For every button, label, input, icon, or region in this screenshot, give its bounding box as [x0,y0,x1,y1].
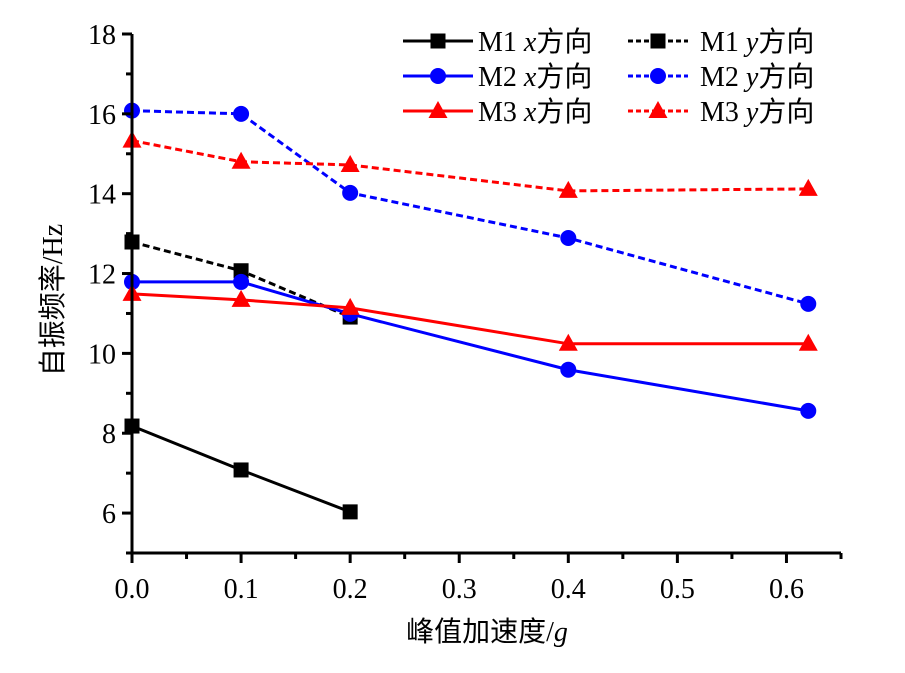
data-point [233,263,249,279]
legend-marker [650,68,666,84]
legend-model: M3 [700,97,746,128]
legend-model: M2 [478,62,524,93]
data-point [231,151,251,169]
legend-model: M3 [478,97,524,128]
y-tick-label: 8 [102,419,116,450]
legend-label: M1 x方向 [478,26,592,58]
y-ticks: 6 8 10 12 14 16 18 [88,20,132,555]
y-tick-label: 12 [88,260,116,291]
y-tick-label: 18 [88,20,116,51]
data-point [560,361,577,378]
data-point [231,289,251,307]
legend-item: M1 x方向 [403,26,592,58]
data-point [340,154,360,172]
legend-item: M2 y方向 [628,61,814,93]
data-point [800,402,817,419]
legend-direction: y [743,27,759,58]
legend-direction: x [523,97,537,128]
legend-label: M2 x方向 [478,61,592,93]
legend-marker [650,33,666,49]
x-ticks: 0.0 0.1 0.2 0.3 0.4 0.5 0.6 [115,553,843,605]
legend-direction: y [743,62,759,93]
x-tick-label: 0.5 [660,574,695,605]
data-point [233,462,249,478]
data-point [342,504,358,520]
y-axis-title: 自振频率/Hz [37,224,69,376]
legend-item: M2 x方向 [403,61,592,93]
y-tick-label: 10 [88,339,116,370]
data-point [340,297,360,315]
legend-item: M3 y方向 [628,96,814,128]
legend-item: M1 y方向 [628,26,814,58]
axes: 6 8 10 12 14 16 18 0.0 0.1 0.2 0.3 0.4 0.5 0.6 [88,20,843,605]
series-line [131,109,809,306]
data-point [342,184,359,201]
data-point [798,333,818,351]
x-axis-title: 峰值加速度/g [406,616,568,648]
legend-direction: x [523,62,537,93]
y-tick-label: 6 [102,499,116,530]
x-tick-label: 0.4 [551,574,586,605]
x-tick-label: 0.6 [769,574,804,605]
legend-item: M3 x方向 [403,96,592,128]
legend-marker [428,101,448,118]
data-point [233,273,250,290]
series-line [132,280,809,413]
legend-direction: y [743,97,759,128]
x-tick-label: 0.1 [224,574,259,605]
x-tick-label: 0.0 [115,574,150,605]
legend-suffix: 方向 [758,96,814,128]
y-tick-label: 14 [88,180,116,211]
data-point [233,105,250,122]
x-tick-label: 0.2 [333,574,368,605]
legend-suffix: 方向 [758,61,814,93]
legend-suffix: 方向 [536,26,592,58]
series-m3-y [122,130,818,198]
legend-model: M1 [478,27,524,58]
legend-label: M1 y方向 [700,26,814,58]
x-axis-title-main: 峰值加速度/ [406,616,554,648]
legend-suffix: 方向 [536,61,592,93]
legend-label: M3 y方向 [700,96,814,128]
data-point [560,230,577,247]
legend-model: M2 [700,62,746,93]
data-point [558,180,578,198]
data-point [558,333,578,351]
legend-direction: x [523,27,537,58]
series-line [131,292,809,346]
series-m2-x [124,273,817,419]
series-m3-x [122,283,818,351]
legend-marker [648,101,668,118]
legend-marker [430,33,446,49]
data-point [798,178,818,196]
legend-model: M1 [700,27,746,58]
series-layer [122,102,818,520]
data-point [800,295,817,312]
series-m1-x [124,418,358,520]
legend-label: M3 x方向 [478,96,592,128]
legend-marker [430,68,446,84]
y-tick-label: 16 [88,100,116,131]
legend-suffix: 方向 [758,26,814,58]
legend-suffix: 方向 [536,96,592,128]
legend-label: M2 y方向 [700,61,814,93]
x-axis-title-italic: g [554,617,568,648]
x-tick-label: 0.3 [442,574,477,605]
